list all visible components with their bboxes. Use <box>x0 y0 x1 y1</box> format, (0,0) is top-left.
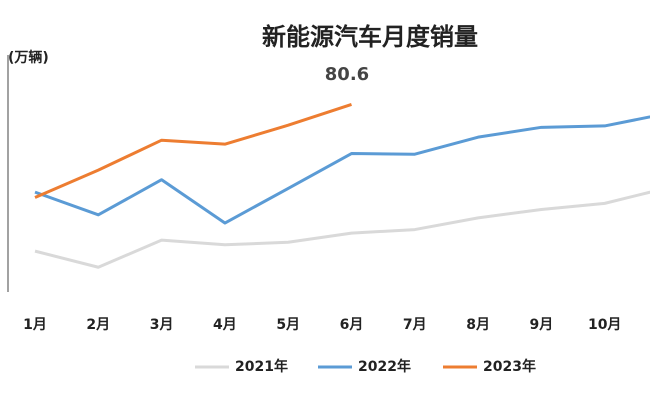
x-tick-label: 10月 <box>588 317 621 333</box>
x-tick-label: 8月 <box>466 317 490 333</box>
series-line <box>34 102 352 199</box>
x-tick-label: 5月 <box>276 317 300 333</box>
x-tick-label: 9月 <box>530 317 554 333</box>
x-tick-label: 1月 <box>23 317 47 333</box>
legend-label: 2022年 <box>358 358 411 375</box>
x-tick-label: 6月 <box>340 317 364 333</box>
series-line <box>34 115 650 225</box>
plot <box>34 102 650 269</box>
x-tick-label: 2月 <box>86 317 110 333</box>
legend-label: 2021年 <box>235 358 288 375</box>
legend-label: 2023年 <box>483 358 536 375</box>
y-axis-label: (万辆) <box>8 49 49 66</box>
chart-title: 新能源汽车月度销量 <box>262 23 478 51</box>
series-line <box>34 190 650 269</box>
x-tick-label: 4月 <box>213 317 237 333</box>
x-tick-label: 3月 <box>150 317 174 333</box>
annotation: 80.6 <box>325 64 369 85</box>
x-tick-label: 7月 <box>403 317 427 333</box>
